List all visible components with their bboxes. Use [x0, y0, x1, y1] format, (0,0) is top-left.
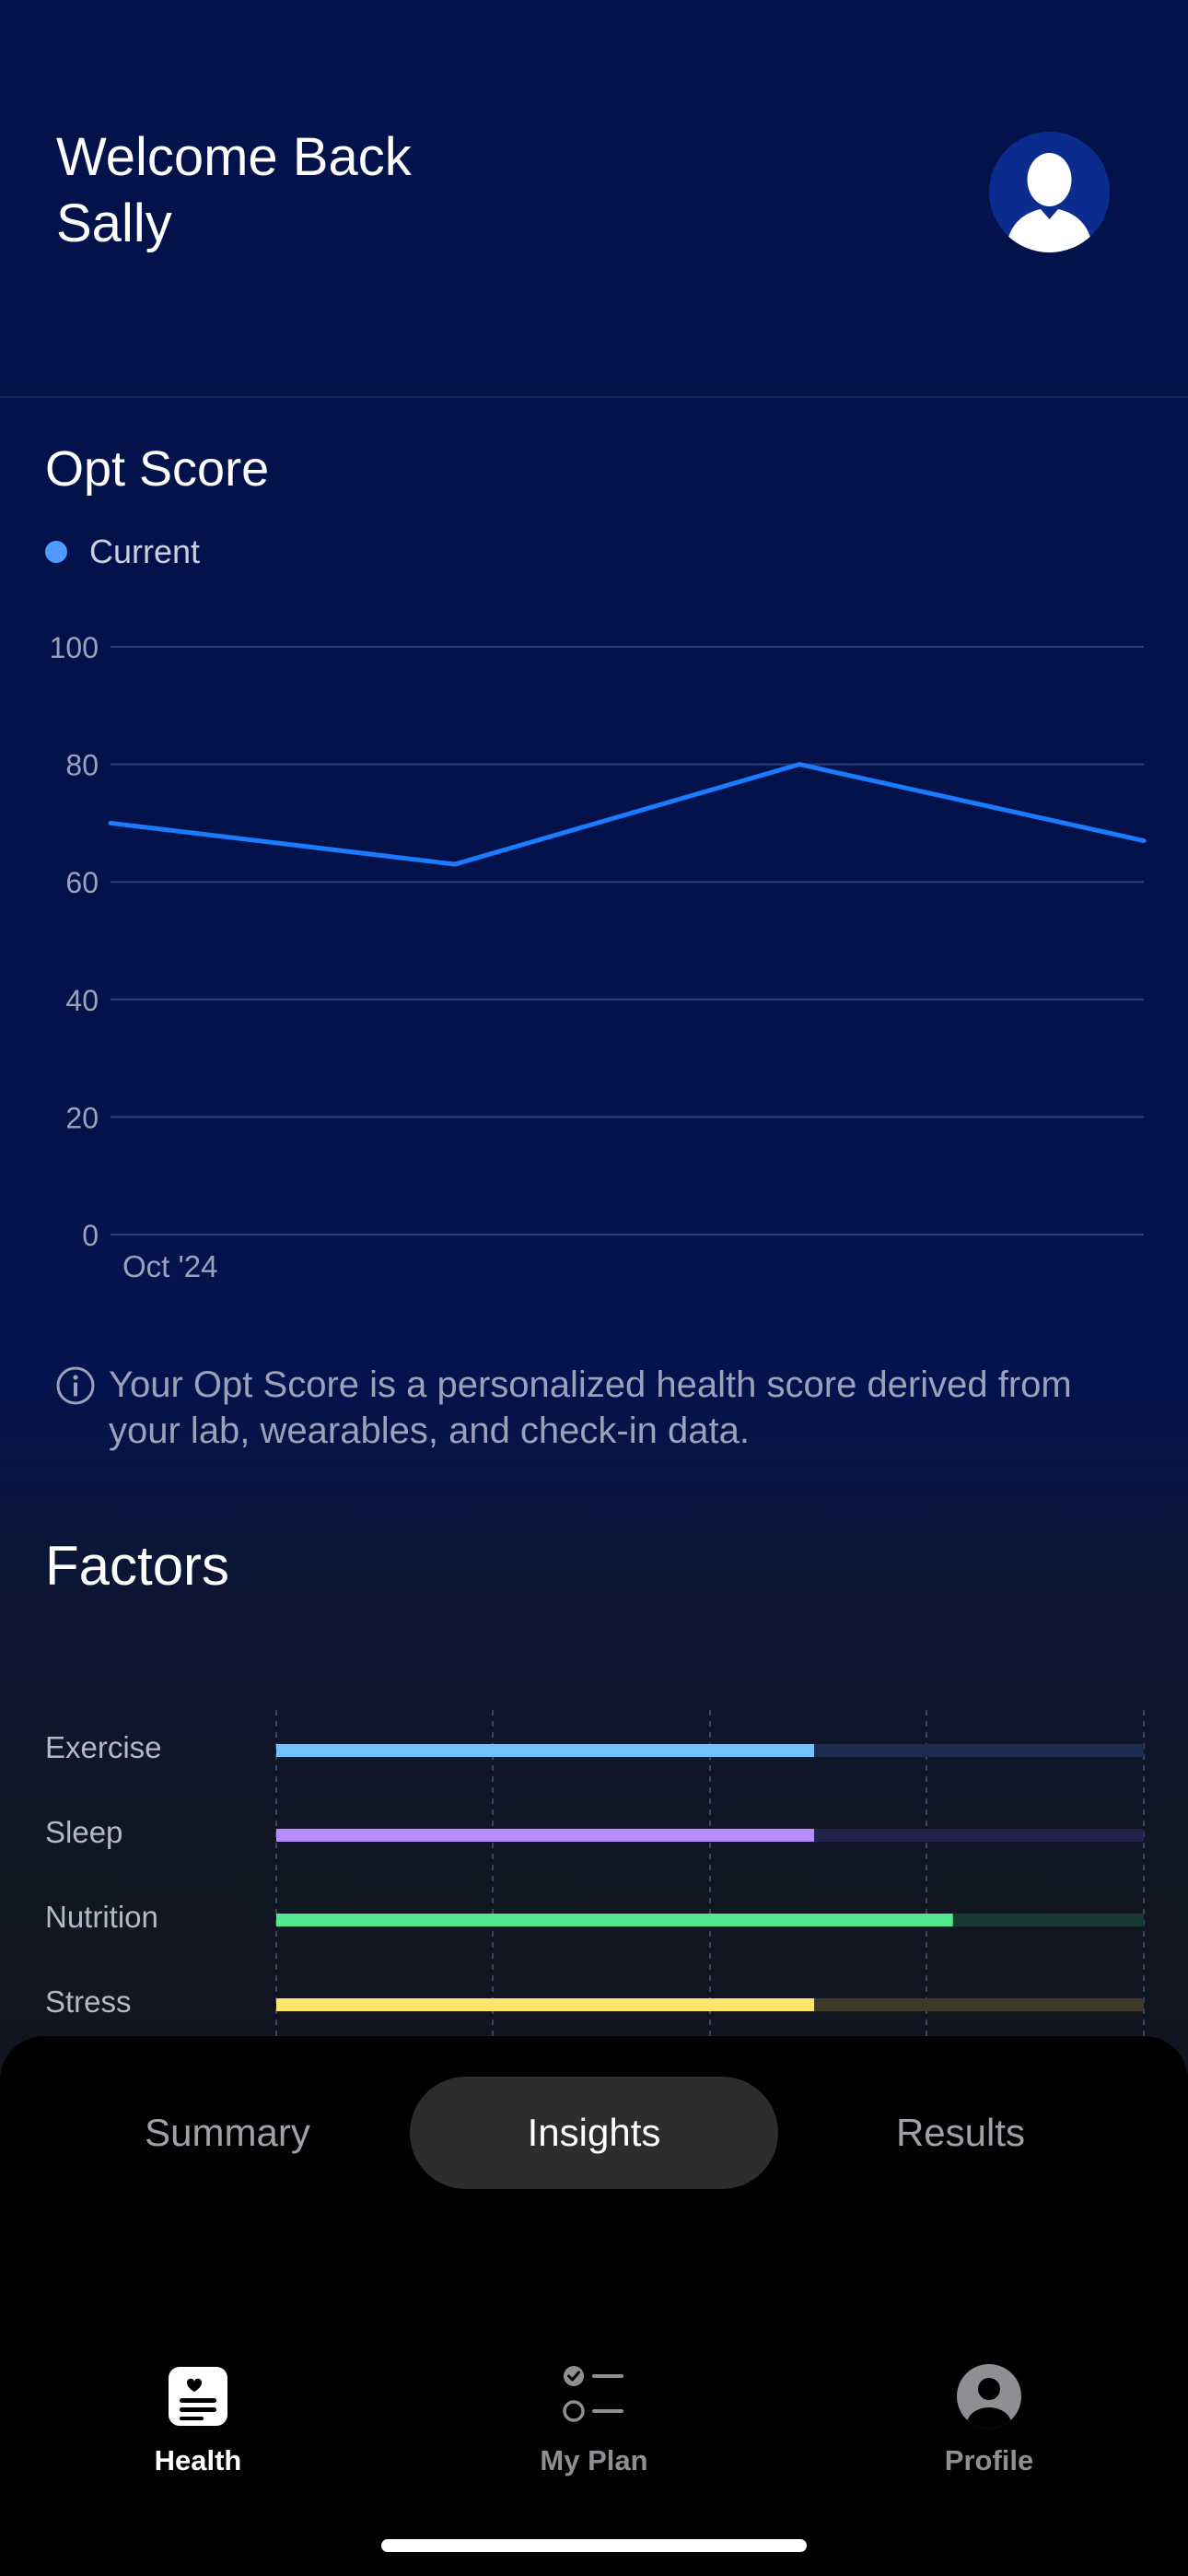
y-tick-label: 40 — [65, 984, 99, 1017]
tab-profile[interactable]: Profile — [888, 2363, 1090, 2477]
y-tick-label: 60 — [65, 866, 99, 899]
factors-bars — [275, 1710, 1145, 2036]
y-tick-label: 20 — [65, 1101, 99, 1134]
x-tick-label: Oct '24 — [122, 1249, 218, 1283]
factors-title: Factors — [45, 1535, 230, 1597]
home-indicator — [381, 2539, 807, 2552]
segment-insights[interactable]: Insights — [410, 2077, 778, 2189]
segment-summary[interactable]: Summary — [145, 2111, 310, 2154]
info-text: Your Opt Score is a personalized health … — [109, 1364, 1072, 1451]
factor-label-exercise: Exercise — [45, 1730, 162, 1764]
person-silhouette-icon — [1006, 153, 1093, 252]
factor-label-nutrition: Nutrition — [45, 1900, 158, 1934]
factor-bar-nutrition — [276, 1914, 953, 1926]
tab-health[interactable]: Health — [97, 2363, 299, 2477]
greeting-name: Sally — [56, 193, 172, 253]
y-tick-label: 100 — [50, 631, 99, 664]
factor-bar-stress — [276, 1998, 815, 2011]
tab-health-label: Health — [154, 2444, 242, 2476]
factor-label-stress: Stress — [45, 1985, 132, 2019]
bottom-panel: Summary Insights Results Health My Plan — [0, 2036, 1188, 2576]
chart-legend: Current — [45, 533, 200, 571]
series-line — [108, 762, 1147, 867]
factors-chart: Exercise Sleep Nutrition Stress — [0, 1704, 1188, 2036]
opt-score-title: Opt Score — [45, 441, 270, 497]
welcome-greeting: Welcome Back Sally — [56, 124, 412, 257]
tab-my-plan[interactable]: My Plan — [493, 2363, 695, 2477]
segment-results[interactable]: Results — [895, 2111, 1026, 2154]
info-circle-icon — [56, 1366, 95, 1405]
header: Welcome Back Sally — [0, 0, 1188, 398]
y-tick-label: 80 — [65, 749, 99, 782]
greeting-line-1: Welcome Back — [56, 127, 412, 187]
opt-score-chart: 0 20 40 60 80 100 Oct '24 — [50, 631, 1147, 1283]
health-record-icon — [169, 2367, 227, 2426]
avatar[interactable] — [989, 132, 1110, 252]
tab-profile-label: Profile — [944, 2444, 1034, 2476]
y-tick-label: 0 — [82, 1219, 99, 1252]
legend-label: Current — [89, 533, 201, 570]
legend-swatch — [45, 541, 67, 563]
segmented-control: Summary Insights Results — [0, 2077, 1188, 2189]
checklist-icon — [563, 2366, 623, 2422]
opt-score-info: Your Opt Score is a personalized health … — [55, 1362, 1142, 1454]
profile-circle-icon — [957, 2364, 1021, 2429]
factor-bar-sleep — [276, 1829, 815, 1842]
tab-bar: Health My Plan Profile — [0, 2363, 1188, 2501]
factor-bar-exercise — [276, 1744, 815, 1757]
tab-my-plan-label: My Plan — [540, 2444, 648, 2476]
factor-label-sleep: Sleep — [45, 1815, 123, 1849]
